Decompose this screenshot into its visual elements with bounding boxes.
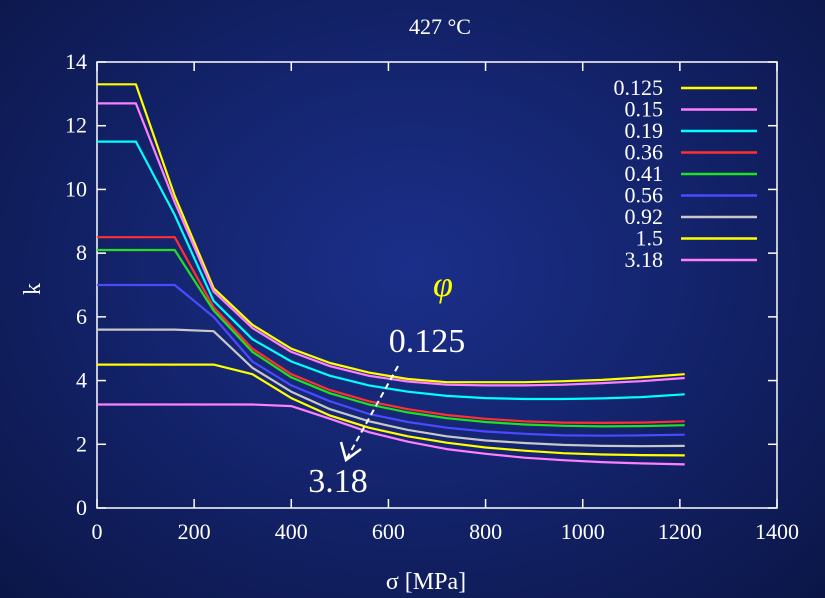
series-lines — [97, 83, 685, 466]
axis-ticks: 0 200 400 600 800 1000 1200 1400 0 2 4 6 8 10 12 14 — [65, 49, 799, 544]
legend-label: 0.36 — [625, 140, 664, 165]
x-tick-label: 800 — [469, 519, 502, 544]
chart-title: 427 °C — [409, 14, 471, 39]
x-tick-label: 400 — [275, 519, 308, 544]
phi-symbol: φ — [433, 264, 453, 304]
plot-area: 0 200 400 600 800 1000 1200 1400 0 2 4 6 8 10 12 14 0.1… — [65, 49, 799, 544]
x-tick-label: 1000 — [561, 519, 605, 544]
x-tick-label: 1400 — [755, 519, 799, 544]
annotation-arrow — [345, 365, 399, 461]
series-line-0.19 — [97, 140, 685, 401]
y-tick-label: 14 — [65, 49, 87, 74]
series-line-3.18 — [97, 403, 685, 466]
legend-label: 3.18 — [625, 247, 664, 272]
series-line-0.36 — [97, 236, 685, 424]
legend-label: 0.41 — [625, 161, 664, 186]
legend-label: 0.92 — [625, 204, 664, 229]
series-line-0.41 — [97, 248, 685, 428]
x-tick-label: 200 — [178, 519, 211, 544]
legend-label: 0.56 — [625, 183, 664, 208]
x-tick-label: 0 — [92, 519, 103, 544]
series-line-0.56 — [97, 283, 685, 437]
annotation-end-label: 3.18 — [308, 463, 368, 500]
y-tick-label: 4 — [76, 368, 87, 393]
series-line-0.15 — [97, 102, 685, 387]
series-line-0.125 — [97, 83, 685, 384]
x-axis-label: σ [MPa] — [386, 569, 466, 595]
y-tick-label: 6 — [76, 304, 87, 329]
y-tick-label: 2 — [76, 431, 87, 456]
y-tick-label: 10 — [65, 176, 87, 201]
legend-label: 0.19 — [625, 118, 664, 143]
x-tick-label: 600 — [372, 519, 405, 544]
annotation-arrowhead — [339, 441, 362, 463]
series-line-1.5 — [97, 363, 685, 457]
x-tick-label: 1200 — [658, 519, 702, 544]
y-tick-label: 12 — [65, 113, 87, 138]
y-axis-label: k — [20, 283, 46, 295]
y-tick-label: 8 — [76, 240, 87, 265]
annotation-start-label: 0.125 — [389, 323, 466, 360]
y-tick-label: 0 — [76, 495, 87, 520]
legend-label: 1.5 — [636, 226, 664, 251]
series-line-0.92 — [97, 328, 685, 448]
legend-label: 0.125 — [614, 75, 664, 100]
legend-label: 0.15 — [625, 97, 664, 122]
